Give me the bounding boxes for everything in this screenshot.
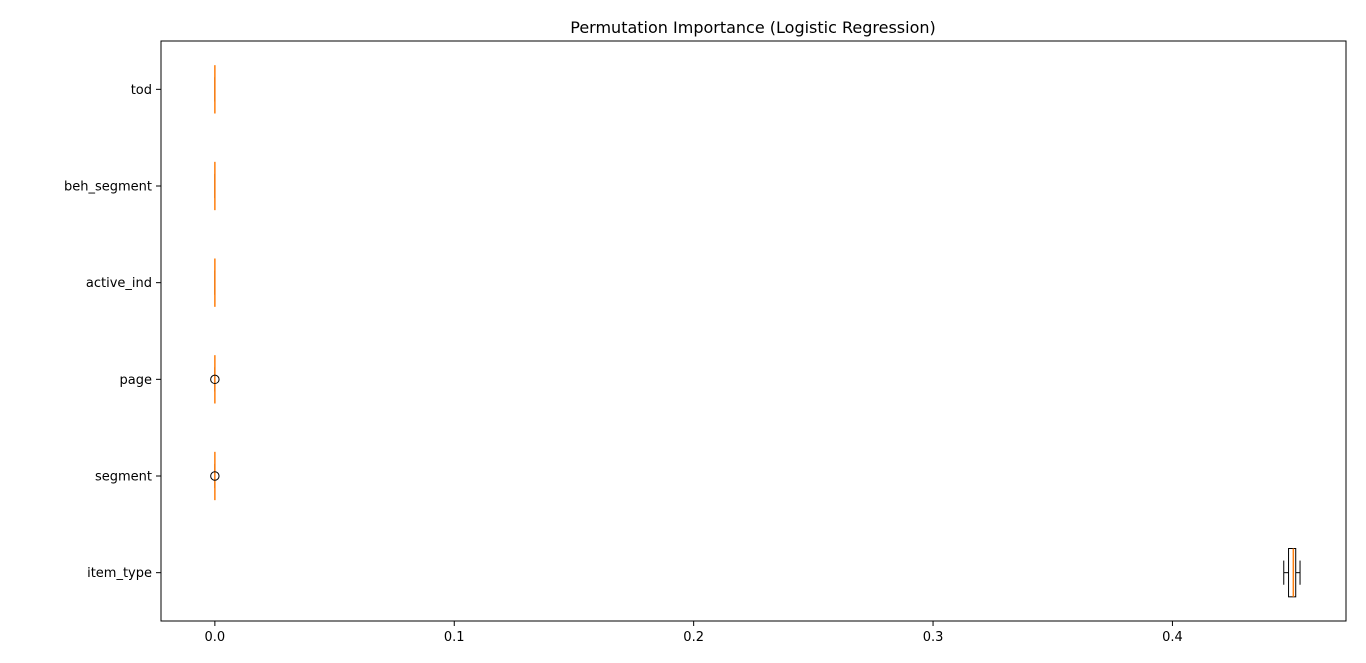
outlier-point	[210, 471, 220, 481]
y-tick-label: item_type	[87, 566, 152, 581]
x-tick-label: 0.1	[444, 630, 465, 645]
y-tick-label: beh_segment	[64, 180, 152, 195]
y-tick-label: segment	[95, 470, 152, 485]
box-page	[210, 355, 220, 404]
axes: 0.0 0.1 0.2 0.3 0.4 item_type segment page activ…	[64, 83, 1183, 645]
box-segment	[210, 451, 220, 501]
x-tick-label: 0.0	[205, 630, 226, 645]
box-body	[1288, 548, 1297, 598]
plot-area	[210, 65, 1301, 598]
plot-frame	[160, 40, 1347, 622]
outlier-point	[210, 374, 220, 385]
x-tick-label: 0.2	[683, 630, 704, 645]
chart-title: Permutation Importance (Logistic Regress…	[570, 18, 936, 37]
y-tick-label: page	[120, 373, 152, 388]
box-item_type	[1283, 548, 1301, 598]
y-tick-label: tod	[131, 83, 152, 98]
x-tick-label: 0.4	[1162, 630, 1183, 645]
x-tick-label: 0.3	[923, 630, 944, 645]
y-tick-label: active_ind	[86, 276, 152, 291]
